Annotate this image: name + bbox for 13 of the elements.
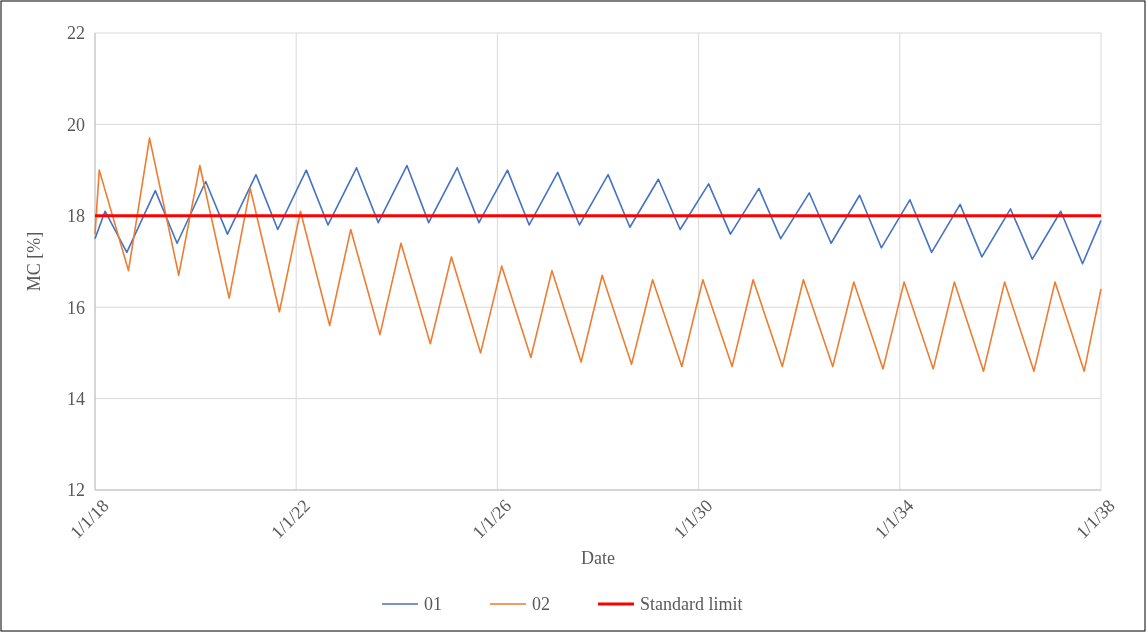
y-tick-label: 20 — [67, 114, 85, 135]
x-axis-title: Date — [581, 548, 615, 568]
y-axis-title: MC [%] — [24, 231, 44, 292]
y-tick-label: 12 — [67, 480, 85, 501]
legend-label: Standard limit — [640, 594, 743, 615]
y-tick-label: 18 — [67, 206, 85, 227]
legend-label: 02 — [532, 594, 550, 615]
legend-label: 01 — [424, 594, 442, 615]
line-series — [94, 137, 1102, 372]
y-tick-label: 22 — [67, 23, 85, 44]
line-series — [94, 164, 1102, 265]
y-tick-label: 14 — [67, 388, 85, 409]
y-tick-label: 16 — [67, 297, 85, 318]
